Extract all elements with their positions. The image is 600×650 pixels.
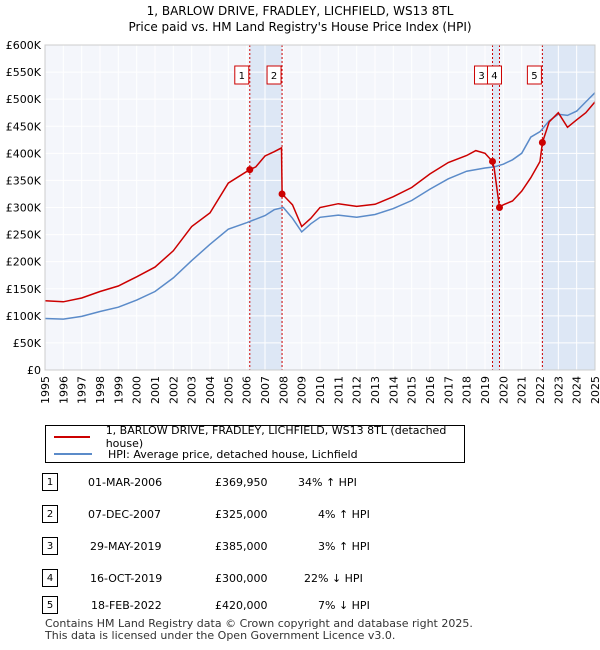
x-tick-label: 2000 — [131, 376, 144, 404]
transaction-number: 3 — [42, 537, 58, 555]
y-tick-label: £550K — [6, 66, 42, 79]
x-tick-label: 2015 — [406, 376, 419, 404]
attribution-footer: Contains HM Land Registry data © Crown c… — [45, 618, 473, 642]
chart-title: 1, BARLOW DRIVE, FRADLEY, LICHFIELD, WS1… — [147, 4, 454, 18]
transaction-hpi: 4% ↑ HPI — [318, 508, 370, 521]
transaction-label: 3 — [478, 71, 484, 82]
x-tick-label: 2004 — [204, 376, 217, 404]
x-tick-label: 1996 — [57, 376, 70, 404]
transaction-date: 29-MAY-2019 — [90, 540, 162, 553]
transaction-label: 4 — [491, 71, 497, 82]
transaction-number: 1 — [42, 473, 58, 491]
y-tick-label: £300K — [6, 202, 42, 215]
x-tick-label: 1998 — [94, 376, 107, 404]
transaction-price: £420,000 — [215, 599, 268, 612]
legend-item-property: 1, BARLOW DRIVE, FRADLEY, LICHFIELD, WS1… — [54, 424, 464, 450]
x-tick-label: 2011 — [332, 376, 345, 404]
x-tick-label: 2019 — [479, 376, 492, 404]
transaction-date: 18-FEB-2022 — [91, 599, 162, 612]
x-tick-label: 2013 — [369, 376, 382, 404]
hpi-line — [44, 92, 596, 320]
x-tick-label: 2001 — [149, 376, 162, 404]
x-tick-label: 2020 — [497, 376, 510, 404]
y-tick-label: £400K — [6, 147, 42, 160]
y-tick-label: £500K — [6, 93, 42, 106]
transaction-label-box — [266, 65, 282, 85]
transaction-hpi: 22% ↓ HPI — [304, 572, 363, 585]
transaction-date: 01-MAR-2006 — [88, 476, 163, 489]
transaction-price: £385,000 — [215, 540, 268, 553]
x-tick-label: 2005 — [222, 376, 235, 404]
property-price-line — [44, 101, 596, 303]
y-tick-label: £100K — [6, 310, 42, 323]
x-tick-label: 2009 — [296, 376, 309, 404]
chart-legend: 1, BARLOW DRIVE, FRADLEY, LICHFIELD, WS1… — [45, 424, 465, 463]
transaction-price: £300,000 — [215, 572, 268, 585]
legend-item-hpi: HPI: Average price, detached house, Lich… — [54, 445, 358, 463]
transaction-hpi: 3% ↑ HPI — [318, 540, 370, 553]
footer-line-2: This data is licensed under the Open Gov… — [45, 629, 396, 642]
footer-line-1: Contains HM Land Registry data © Crown c… — [45, 617, 473, 630]
legend-hpi-label: HPI: Average price, detached house, Lich… — [108, 447, 358, 461]
plot-border — [44, 44, 596, 371]
x-tick-label: 2002 — [167, 376, 180, 404]
y-tick-label: £450K — [6, 120, 42, 133]
x-tick-label: 2012 — [351, 376, 364, 404]
transaction-point — [495, 204, 503, 211]
x-tick-label: 2010 — [314, 376, 327, 404]
transaction-label-box — [486, 65, 502, 85]
x-tick-label: 2006 — [241, 376, 254, 404]
transaction-label: 5 — [531, 71, 537, 82]
x-tick-label: 2003 — [186, 376, 199, 404]
chart-subtitle: Price paid vs. HM Land Registry's House … — [128, 20, 471, 34]
x-tick-label: 2018 — [461, 376, 474, 404]
transaction-label-box — [526, 65, 542, 85]
y-tick-label: £200K — [6, 256, 42, 269]
transaction-number: 4 — [42, 569, 58, 587]
x-tick-label: 2016 — [424, 376, 437, 404]
y-tick-label: £250K — [6, 229, 42, 242]
transaction-point — [278, 190, 286, 198]
transaction-label-box — [234, 65, 250, 85]
x-tick-label: 2021 — [516, 376, 529, 404]
y-tick-label: £600K — [6, 39, 42, 52]
x-tick-label: 2008 — [277, 376, 290, 404]
transaction-point — [246, 166, 254, 174]
y-tick-label: £350K — [6, 174, 42, 187]
x-tick-label: 2007 — [259, 376, 272, 404]
transaction-date: 16-OCT-2019 — [90, 572, 163, 585]
x-tick-label: 2014 — [387, 376, 400, 404]
x-tick-label: 2025 — [589, 376, 600, 404]
hpi-line-swatch — [54, 453, 92, 455]
transaction-number: 2 — [42, 505, 58, 523]
transaction-point — [489, 157, 497, 165]
x-tick-label: 1997 — [76, 376, 89, 404]
transaction-price: £369,950 — [215, 476, 268, 489]
transaction-hpi: 7% ↓ HPI — [318, 599, 370, 612]
x-tick-label: 2024 — [571, 376, 584, 404]
y-tick-label: £0 — [27, 364, 41, 377]
transaction-price: £325,000 — [215, 508, 268, 521]
transaction-label: 1 — [239, 71, 245, 82]
transaction-label: 2 — [271, 71, 277, 82]
legend-property-label: 1, BARLOW DRIVE, FRADLEY, LICHFIELD, WS1… — [105, 424, 447, 450]
price-chart: 1, BARLOW DRIVE, FRADLEY, LICHFIELD, WS1… — [6, 4, 600, 404]
x-tick-label: 1995 — [39, 376, 52, 404]
transaction-point — [538, 139, 546, 146]
transaction-date: 07-DEC-2007 — [88, 508, 162, 521]
x-tick-label: 1999 — [112, 376, 125, 404]
y-tick-label: £150K — [6, 283, 42, 296]
y-tick-label: £50K — [13, 337, 42, 350]
x-tick-label: 2017 — [442, 376, 455, 404]
transaction-number: 5 — [42, 596, 58, 614]
property-line-swatch — [54, 436, 90, 438]
x-tick-label: 2022 — [534, 376, 547, 404]
x-tick-label: 2023 — [552, 376, 565, 404]
transaction-hpi: 34% ↑ HPI — [298, 476, 357, 489]
